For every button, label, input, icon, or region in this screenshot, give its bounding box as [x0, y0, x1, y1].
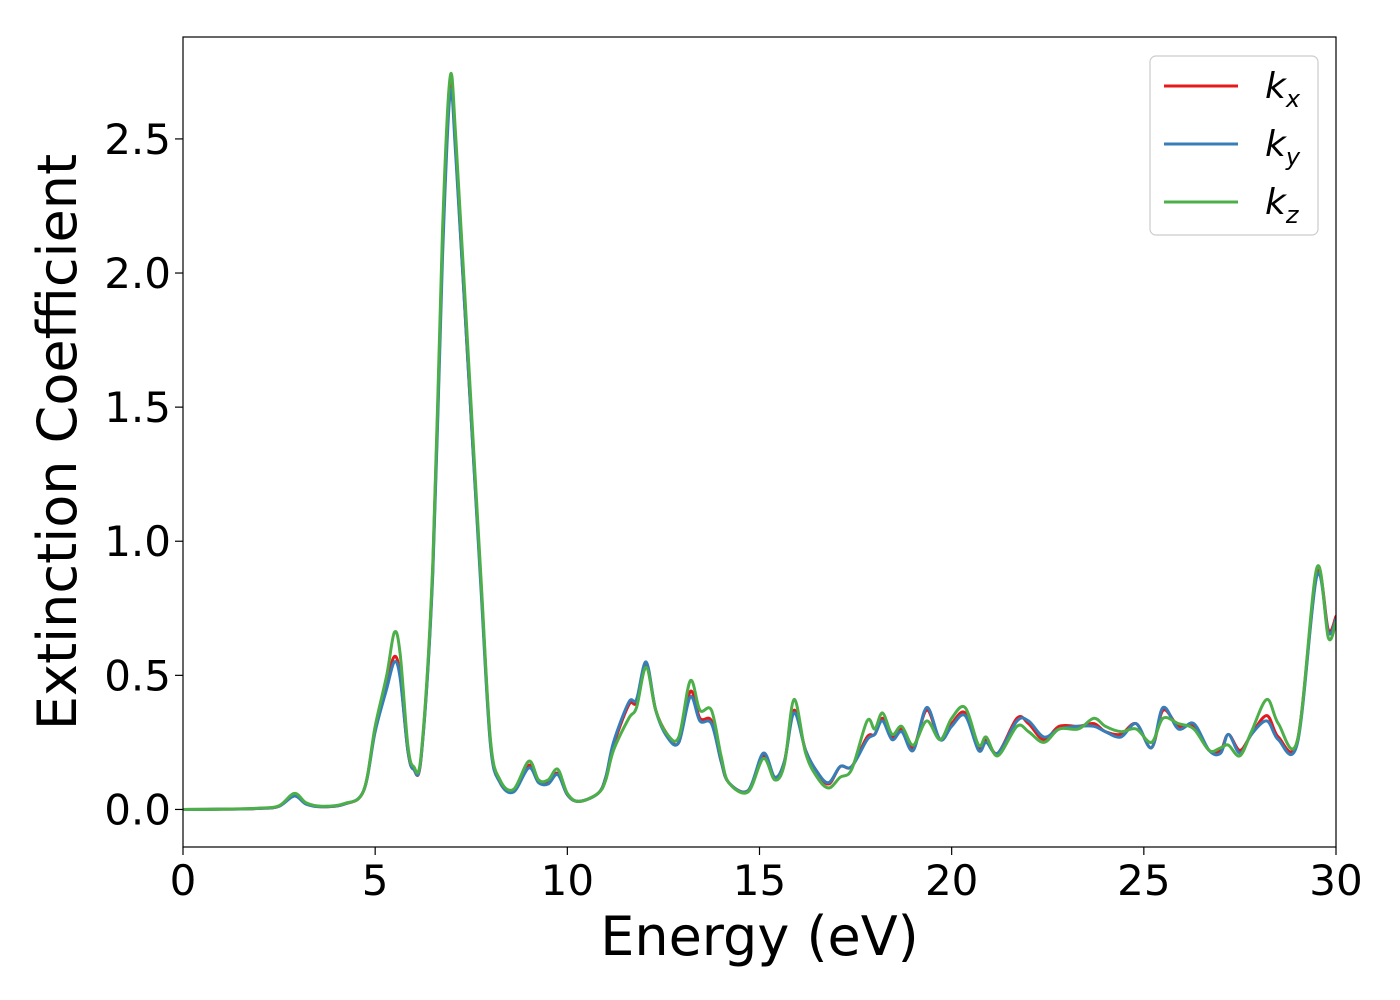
y-tick-label: 0.5: [104, 651, 171, 700]
legend-label-z: kz: [1265, 182, 1300, 229]
x-tick-label: 5: [362, 856, 389, 905]
x-tick-label: 10: [541, 856, 594, 905]
legend-label-subscript: z: [1285, 201, 1300, 229]
y-tick-label: 2.5: [104, 115, 171, 164]
legend-label-base: k: [1265, 66, 1288, 107]
x-tick-label: 15: [733, 856, 786, 905]
y-axis: 0.0 0.5 1.0 1.5 2.0 2.5: [104, 115, 183, 834]
y-tick-label: 0.0: [104, 785, 171, 834]
legend-label-subscript: x: [1285, 85, 1301, 113]
y-tick-label: 2.0: [104, 249, 171, 298]
legend-label-y: ky: [1265, 124, 1301, 171]
legend-label-base: k: [1265, 182, 1288, 223]
legend-label-subscript: y: [1285, 143, 1301, 171]
series-line-z: [183, 71, 1336, 811]
x-tick-label: 25: [1117, 856, 1170, 905]
legend-label-x: kx: [1265, 66, 1301, 113]
x-axis-label: Energy (eV): [600, 905, 919, 968]
x-tick-label: 0: [170, 856, 197, 905]
legend-label-base: k: [1265, 124, 1288, 165]
x-axis: 0 5 10 15 20 25 30: [170, 847, 1363, 905]
x-tick-label: 30: [1309, 856, 1362, 905]
y-tick-label: 1.0: [104, 517, 171, 566]
series-lines: [183, 71, 1336, 811]
x-tick-label: 20: [925, 856, 978, 905]
y-tick-label: 1.5: [104, 383, 171, 432]
y-axis-label: Extinction Coefficient: [26, 154, 89, 730]
